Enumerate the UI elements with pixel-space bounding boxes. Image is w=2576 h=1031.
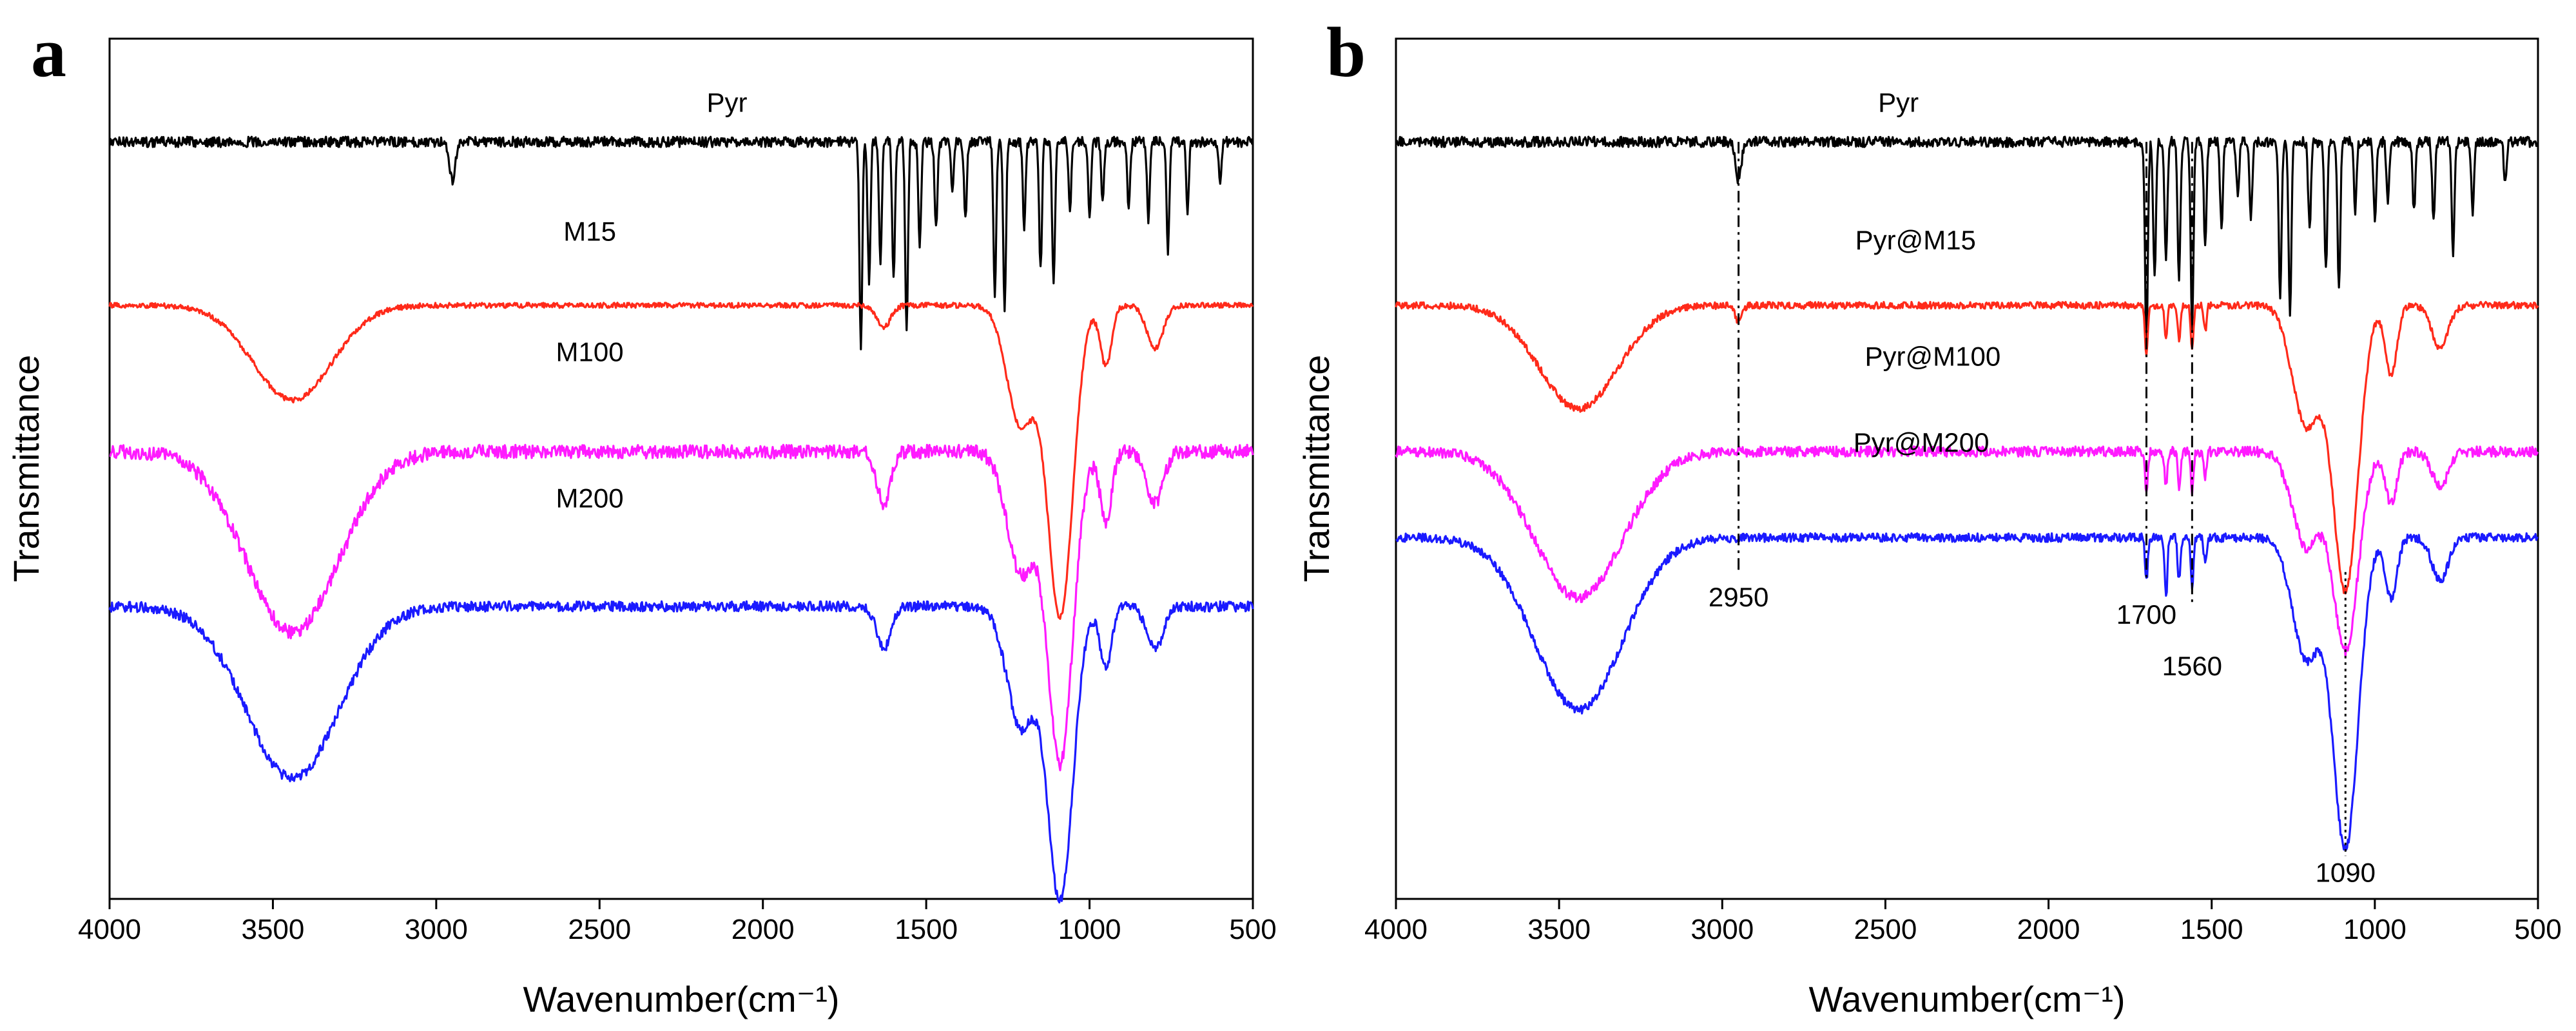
panel-a-letter: a [31, 13, 66, 92]
x-tick-label: 2000 [731, 914, 795, 945]
x-tick-label: 1500 [2180, 914, 2243, 945]
annotation-label: 1700 [2116, 599, 2176, 630]
x-tick-label: 2500 [568, 914, 631, 945]
panel-a-y-axis-title: Transmittance [6, 355, 46, 583]
series-label: M100 [556, 337, 624, 367]
series-line-pyr [1395, 135, 2539, 349]
x-tick-label: 1000 [2343, 914, 2407, 945]
series-line-pyr [108, 135, 1254, 351]
series-line-pyr-m15 [1395, 300, 2539, 595]
panel-a-x-axis-title: Wavenumber(cm⁻¹) [523, 979, 839, 1019]
panel-a-plot-frame [108, 37, 1254, 900]
panel-b-series [1395, 135, 2539, 851]
x-tick-label: 4000 [1364, 914, 1428, 945]
series-label: M15 [563, 217, 616, 247]
x-tick-label: 500 [2514, 914, 2561, 945]
panel-b-plot-frame [1395, 37, 2539, 900]
panel-b-y-axis-title: Transmittance [1296, 355, 1337, 583]
series-label: Pyr [706, 87, 747, 117]
series-line-m15 [108, 302, 1254, 620]
series-line-pyr-m200 [1395, 532, 2539, 851]
series-label: Pyr@M15 [1855, 225, 1976, 255]
panel-b-x-ticks: 4000 3500 3000 2500 2000 1500 1000 500 [1364, 899, 2562, 945]
x-tick-label: 2000 [2017, 914, 2080, 945]
panel-b-series-labels: Pyr Pyr@M15 Pyr@M100 Pyr@M200 [1854, 87, 2000, 457]
series-line-m100 [109, 443, 1254, 771]
x-tick-label: 3000 [1690, 914, 1754, 945]
x-tick-label: 3500 [1527, 914, 1591, 945]
panel-b-annotations: 2950 1700 1560 1090 [1709, 142, 2376, 887]
panel-b-x-axis-title: Wavenumber(cm⁻¹) [1808, 979, 2125, 1019]
series-label: Pyr [1878, 87, 1919, 117]
series-line-m200 [108, 600, 1254, 904]
panel-a-series-labels: Pyr M15 M100 M200 [556, 87, 748, 513]
series-label: M200 [556, 483, 624, 514]
x-tick-label: 3500 [241, 914, 304, 945]
x-tick-label: 1000 [1058, 914, 1121, 945]
annotation-label: 2950 [1709, 582, 1768, 612]
x-tick-label: 500 [1229, 914, 1276, 945]
panel-a: a 4000 3500 3000 2500 2000 1500 1000 500 Pyr M15… [6, 13, 1277, 1019]
x-tick-label: 3000 [405, 914, 468, 945]
x-tick-label: 1500 [895, 914, 958, 945]
series-label: Pyr@M200 [1854, 427, 1990, 458]
panel-b: b 4000 3500 3000 2500 2000 1500 1000 500 2950 17… [1296, 13, 2562, 1019]
panel-a-x-ticks: 4000 3500 3000 2500 2000 1500 1000 500 [78, 899, 1277, 945]
series-line-pyr-m100 [1395, 445, 2539, 657]
panel-a-series [108, 135, 1254, 904]
annotation-label: 1090 [2316, 857, 2376, 887]
panel-b-letter: b [1326, 13, 1366, 92]
x-tick-label: 2500 [1854, 914, 1917, 945]
annotation-label: 1560 [2162, 651, 2222, 681]
series-label: Pyr@M100 [1864, 341, 2000, 371]
x-tick-label: 4000 [78, 914, 141, 945]
